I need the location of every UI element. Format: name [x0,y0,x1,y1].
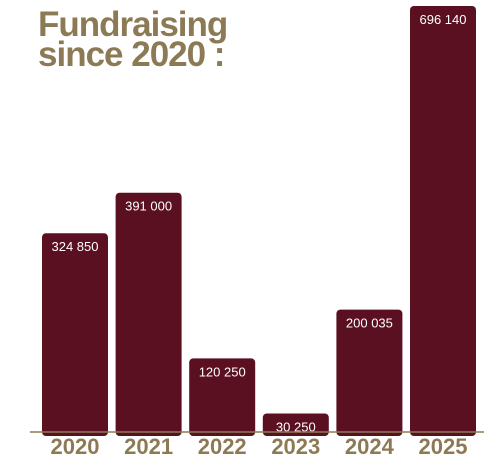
chart-title-line-1: Fundraising [38,5,227,44]
bar-2020 [42,233,108,436]
bar-2022 [189,358,256,436]
bar-2021 [115,192,182,436]
bar-2025 [410,6,476,436]
value-label-2024: 200 035 [346,316,393,331]
value-label-2022: 120 250 [199,364,246,379]
bar-2024 [336,309,403,436]
x-tick-label-2020: 2020 [51,434,100,458]
bars-group: 324 850 391 000 120 250 30 250 200 035 696 14… [42,6,476,436]
x-tick-label-2024: 2024 [345,434,395,458]
chart-title: Fundraising since 2020 : [38,5,228,74]
x-axis-tick-labels: 2020 2021 2022 2023 2024 2025 [51,434,468,458]
x-tick-label-2023: 2023 [271,434,320,458]
chart-title-line-2: since 2020 : [38,35,224,74]
x-tick-label-2022: 2022 [198,434,247,458]
value-label-2020: 324 850 [52,239,99,254]
value-label-2023: 30 250 [276,420,316,435]
value-label-2021: 391 000 [125,199,172,214]
bar-2023 [262,413,329,436]
x-tick-label-2025: 2025 [419,434,468,458]
x-tick-label-2021: 2021 [124,434,173,458]
value-label-2025: 696 140 [420,12,467,27]
